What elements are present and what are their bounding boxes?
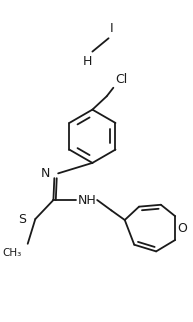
Text: N: N <box>41 167 51 180</box>
Text: NH: NH <box>78 194 97 206</box>
Text: H: H <box>83 55 92 68</box>
Text: Cl: Cl <box>115 73 128 86</box>
Text: CH₃: CH₃ <box>3 248 22 258</box>
Text: S: S <box>18 213 26 226</box>
Text: O: O <box>177 222 187 235</box>
Text: I: I <box>110 23 113 35</box>
